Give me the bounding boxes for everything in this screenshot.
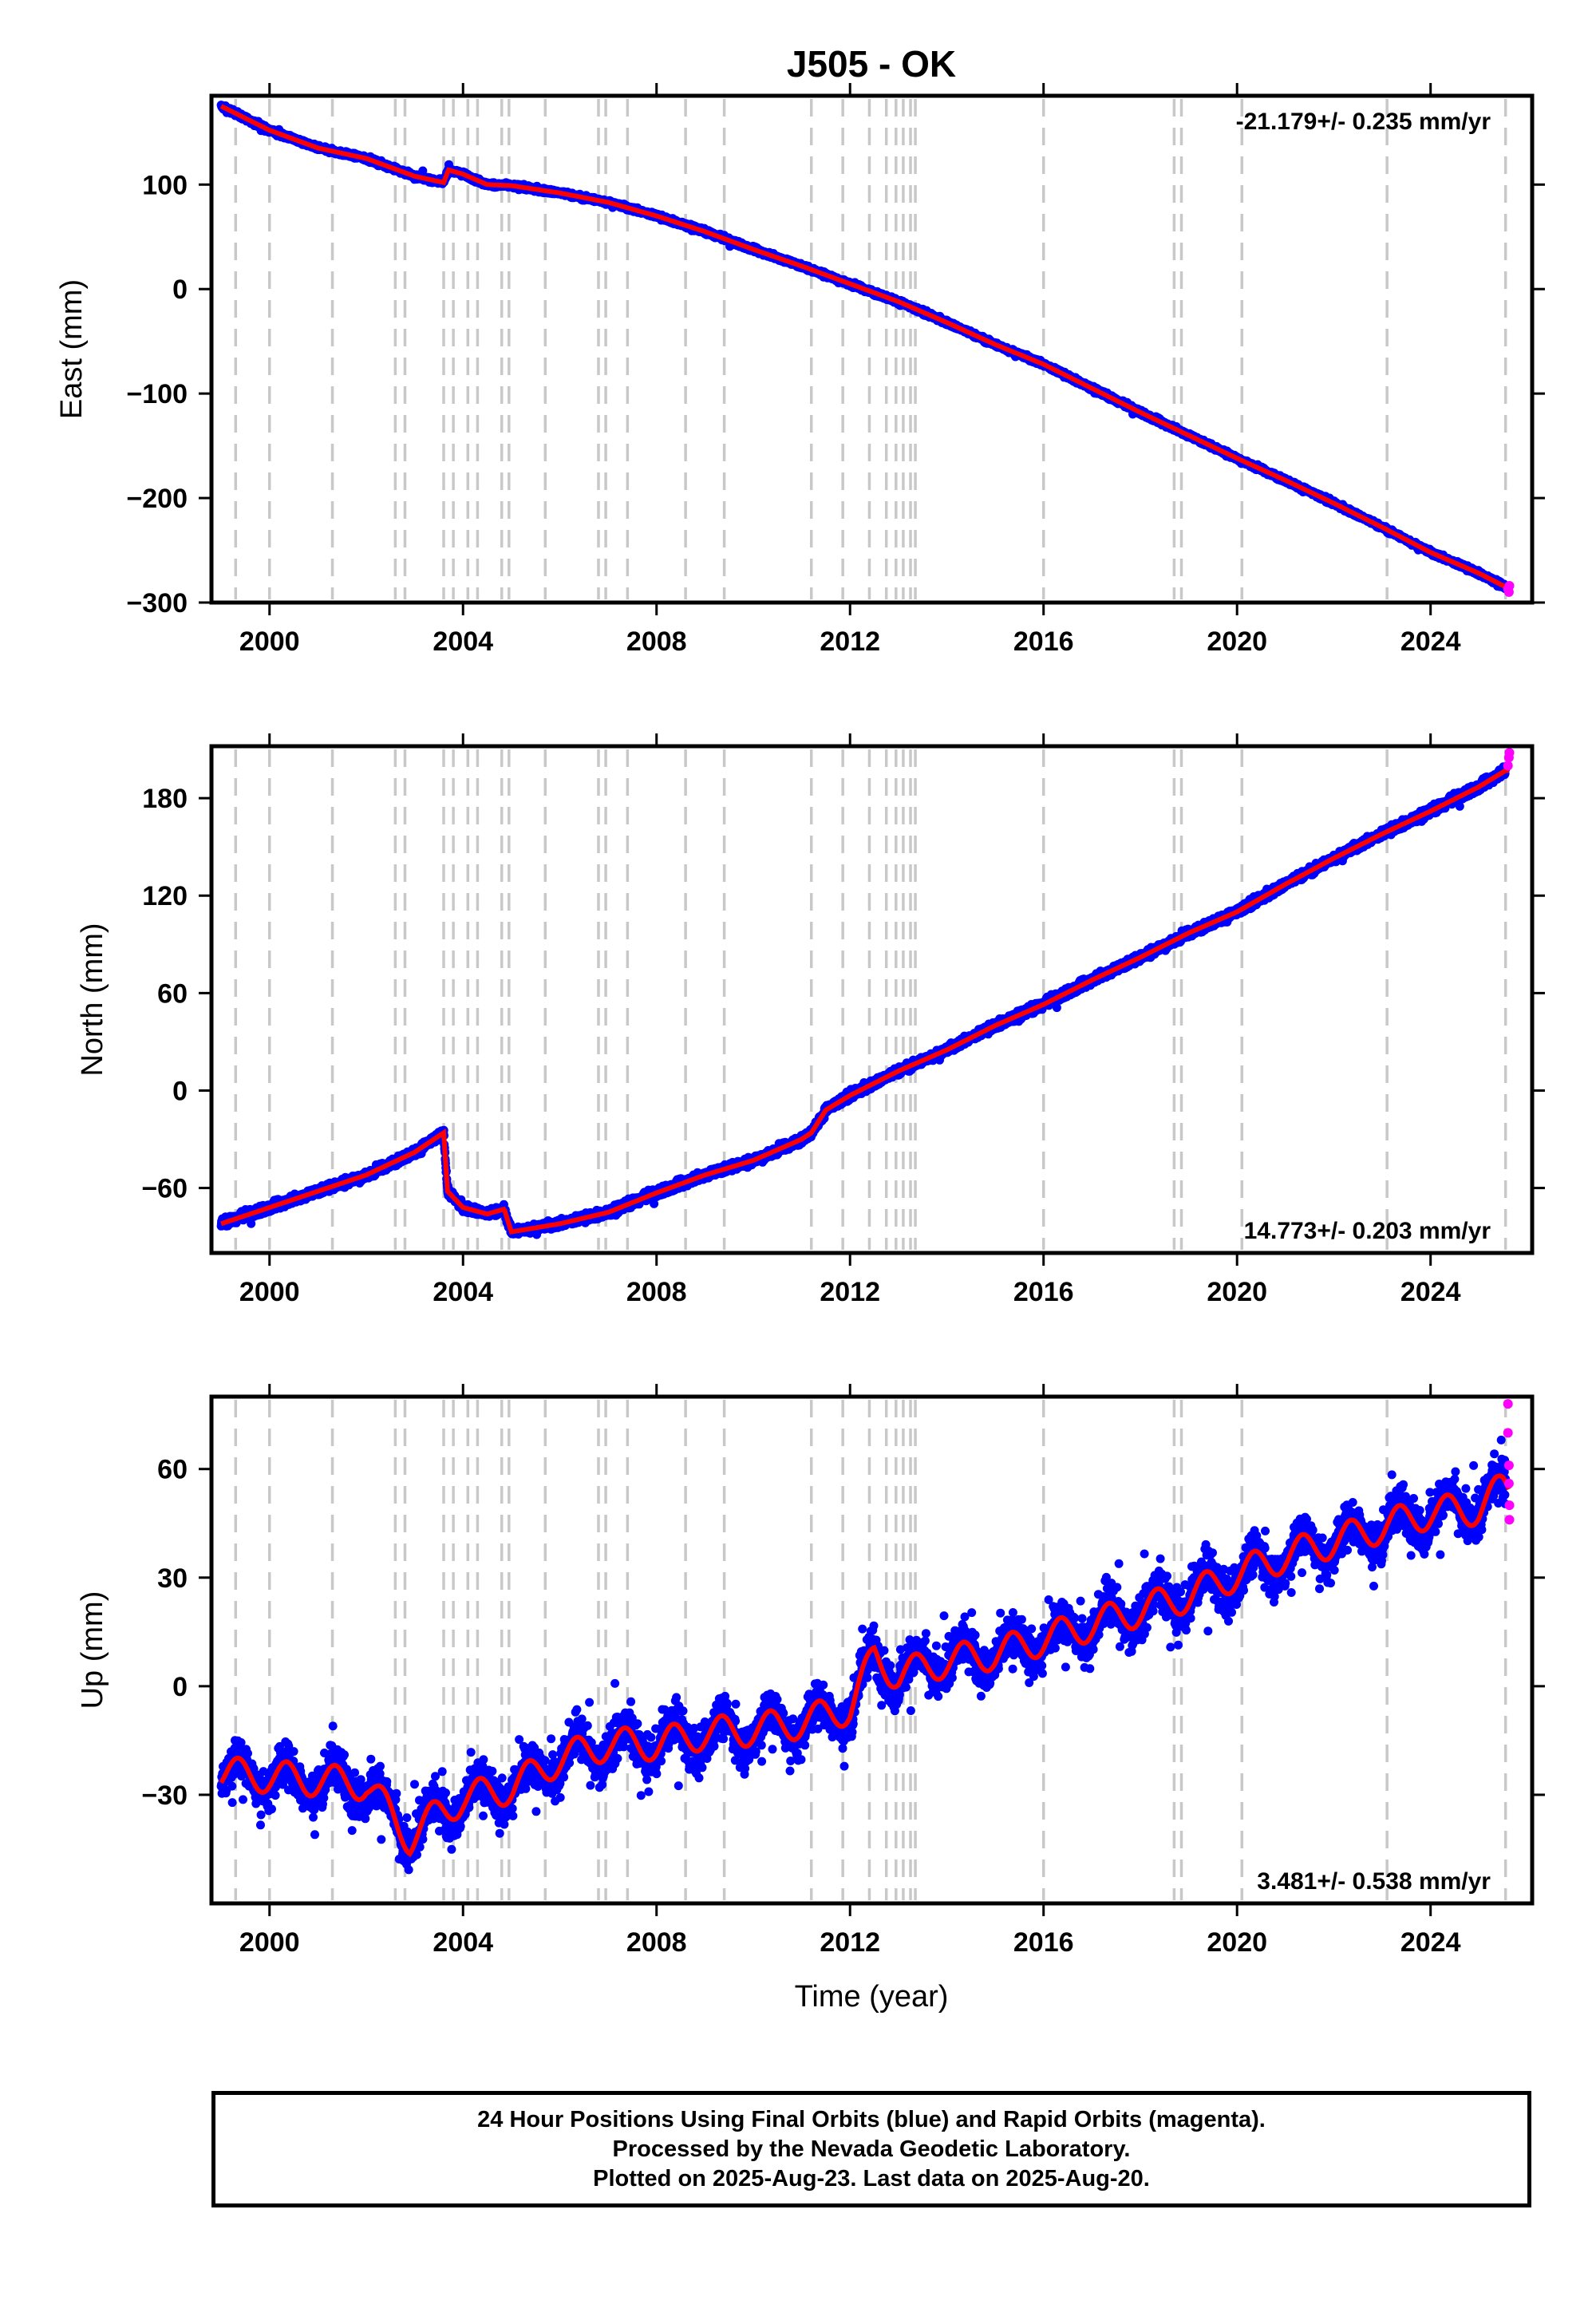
panel-east: 2000 2004 2008 2012 2016 2020 20241000−100−200…	[55, 83, 1545, 657]
panels: 2000 2004 2008 2012 2016 2020 20241000−100−200…	[55, 83, 1545, 1958]
plot-area	[216, 101, 1515, 597]
chart-title: J505 - OK	[787, 43, 956, 85]
